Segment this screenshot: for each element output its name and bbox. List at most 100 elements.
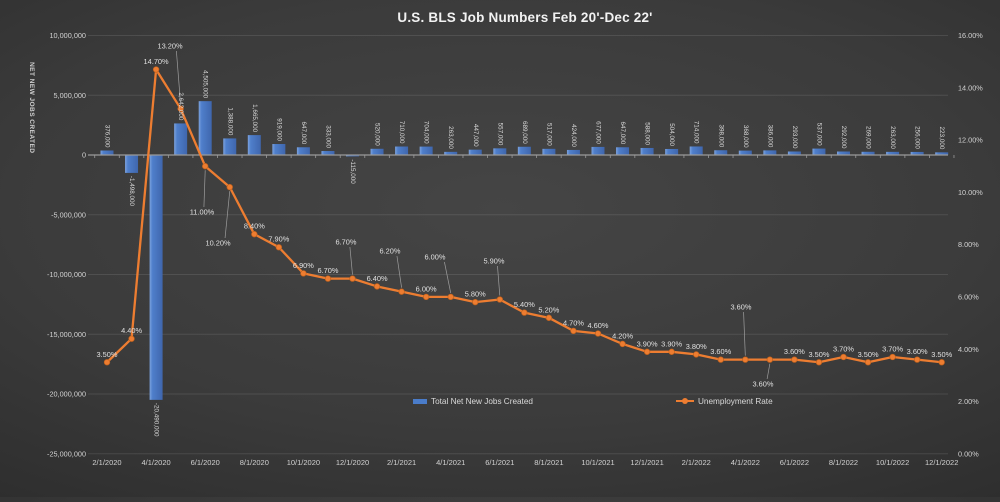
- jobs-bar-value-label: 256,000: [914, 126, 921, 149]
- unemployment-rate-label: 3.60%: [753, 380, 774, 389]
- x-axis-label: 8/1/2021: [534, 458, 563, 467]
- unemployment-rate-label: 4.20%: [612, 331, 633, 340]
- jobs-bar-value-label: 1,388,000: [226, 107, 233, 136]
- unemployment-rate-label: 7.90%: [268, 235, 289, 244]
- unemployment-rate-label: 3.70%: [882, 345, 903, 354]
- unemployment-point: [643, 348, 651, 355]
- jobs-bar: [100, 150, 114, 155]
- jobs-bar: [763, 150, 777, 155]
- jobs-bar: [346, 155, 359, 157]
- unemployment-point: [840, 353, 847, 361]
- unemployment-rate-label: 3.50%: [858, 350, 879, 359]
- jobs-bar: [517, 146, 531, 155]
- jobs-bar: [689, 146, 703, 155]
- jobs-bar: [296, 147, 310, 155]
- jobs-bar: [837, 151, 850, 155]
- unemployment-rate-label: 6.70%: [317, 266, 338, 275]
- unemployment-point: [668, 348, 675, 355]
- unemployment-point: [103, 359, 111, 366]
- unemployment-rate-label: 4.40%: [121, 326, 142, 335]
- jobs-bar: [566, 149, 580, 155]
- unemployment-rate-label: 4.60%: [588, 321, 609, 330]
- x-axis-label: 12/1/2020: [336, 458, 369, 467]
- unemployment-rate-label: 3.50%: [97, 350, 118, 359]
- jobs-bar: [616, 147, 630, 155]
- chart-title: U.S. BLS Job Numbers Feb 20'-Dec 22': [397, 10, 653, 25]
- x-axis-label: 2/1/2021: [387, 458, 416, 467]
- unemployment-point: [275, 244, 283, 251]
- unemployment-point: [373, 283, 381, 290]
- unemployment-point: [251, 231, 258, 238]
- jobs-bar-value-label: 223,000: [938, 127, 945, 150]
- right-axis-tick-label: 12.00%: [958, 136, 983, 145]
- label-leader-line: [444, 261, 452, 293]
- label-leader-line: [203, 170, 206, 208]
- jobs-bar-value-label: 677,000: [595, 121, 602, 144]
- jobs-bar: [493, 148, 507, 155]
- unemployment-point: [693, 351, 700, 358]
- jobs-bar: [149, 155, 163, 400]
- unemployment-point: [447, 293, 454, 301]
- jobs-bar: [247, 135, 261, 155]
- jobs-bar-value-label: 398,000: [717, 124, 724, 147]
- jobs-bar-value-label: 537,000: [815, 123, 822, 146]
- jobs-bar: [542, 148, 556, 155]
- jobs-bar-value-label: 263,000: [447, 126, 454, 149]
- unemployment-rate-label: 5.20%: [538, 305, 559, 314]
- jobs-bar-value-label: -1,498,000: [128, 176, 135, 207]
- jobs-bar-value-label: 376,000: [104, 125, 111, 148]
- unemployment-rate-label: 6.70%: [336, 238, 357, 247]
- jobs-bar: [125, 155, 139, 173]
- unemployment-rate-label: 8.40%: [244, 222, 265, 231]
- jobs-bar: [370, 148, 384, 155]
- jobs-bar: [787, 151, 801, 155]
- legend-line-marker: [682, 397, 689, 405]
- x-axis-label: 6/1/2021: [485, 458, 514, 467]
- unemployment-rate-label: 13.20%: [157, 42, 182, 51]
- jobs-bar-value-label: 520,000: [374, 123, 381, 146]
- left-axis-tick-label: -20,000,000: [47, 390, 86, 399]
- unemployment-rate-label: 3.90%: [661, 339, 682, 348]
- jobs-bar-value-label: 710,000: [398, 121, 405, 144]
- right-axis-tick-label: 16.00%: [958, 31, 983, 40]
- left-axis-title: NET NEW JOBS CREATED: [28, 62, 35, 154]
- jobs-bar-value-label: 333,000: [324, 125, 331, 148]
- left-axis-tick-label: -5,000,000: [51, 210, 86, 219]
- unemployment-rate-label: 6.40%: [367, 274, 388, 283]
- unemployment-rate-label: 6.00%: [425, 253, 446, 262]
- x-axis-label: 2/1/2022: [682, 458, 711, 467]
- unemployment-rate-label: 3.60%: [784, 347, 805, 356]
- x-axis-label: 10/1/2022: [876, 458, 909, 467]
- unemployment-point: [177, 105, 184, 112]
- unemployment-point: [300, 270, 307, 277]
- unemployment-point: [128, 335, 135, 342]
- jobs-bar: [640, 147, 654, 155]
- unemployment-point: [815, 359, 823, 366]
- unemployment-point: [496, 296, 503, 303]
- legend-line-swatch: [676, 397, 694, 405]
- jobs-bar: [395, 146, 409, 155]
- unemployment-rate-label: 3.50%: [931, 350, 952, 359]
- legend-bar-swatch: [413, 398, 427, 404]
- unemployment-point: [742, 356, 749, 363]
- jobs-bar-value-label: 588,000: [644, 122, 651, 145]
- x-axis-label: 4/1/2022: [731, 458, 760, 467]
- jobs-bar-value-label: 919,000: [275, 118, 282, 141]
- unemployment-rate-label: 3.80%: [686, 342, 707, 351]
- jobs-bar-value-label: 1,665,000: [251, 104, 258, 133]
- right-axis-tick-label: 0.00%: [958, 449, 979, 458]
- jobs-bar-value-label: 368,000: [742, 125, 749, 148]
- left-axis-tick-label: 5,000,000: [54, 91, 86, 100]
- unemployment-rate-label: 3.50%: [808, 350, 829, 359]
- x-axis-label: 4/1/2020: [141, 458, 170, 467]
- unemployment-point: [594, 330, 602, 337]
- jobs-bar: [321, 151, 335, 155]
- unemployment-point: [472, 298, 479, 306]
- jobs-bar-value-label: 293,000: [791, 126, 798, 149]
- jobs-bar: [812, 148, 826, 155]
- jobs-bar: [198, 101, 212, 155]
- unemployment-rate-label: 3.90%: [637, 339, 658, 348]
- unemployment-point: [545, 314, 553, 321]
- label-leader-line: [766, 363, 771, 380]
- unemployment-rate-label: 3.70%: [833, 345, 854, 354]
